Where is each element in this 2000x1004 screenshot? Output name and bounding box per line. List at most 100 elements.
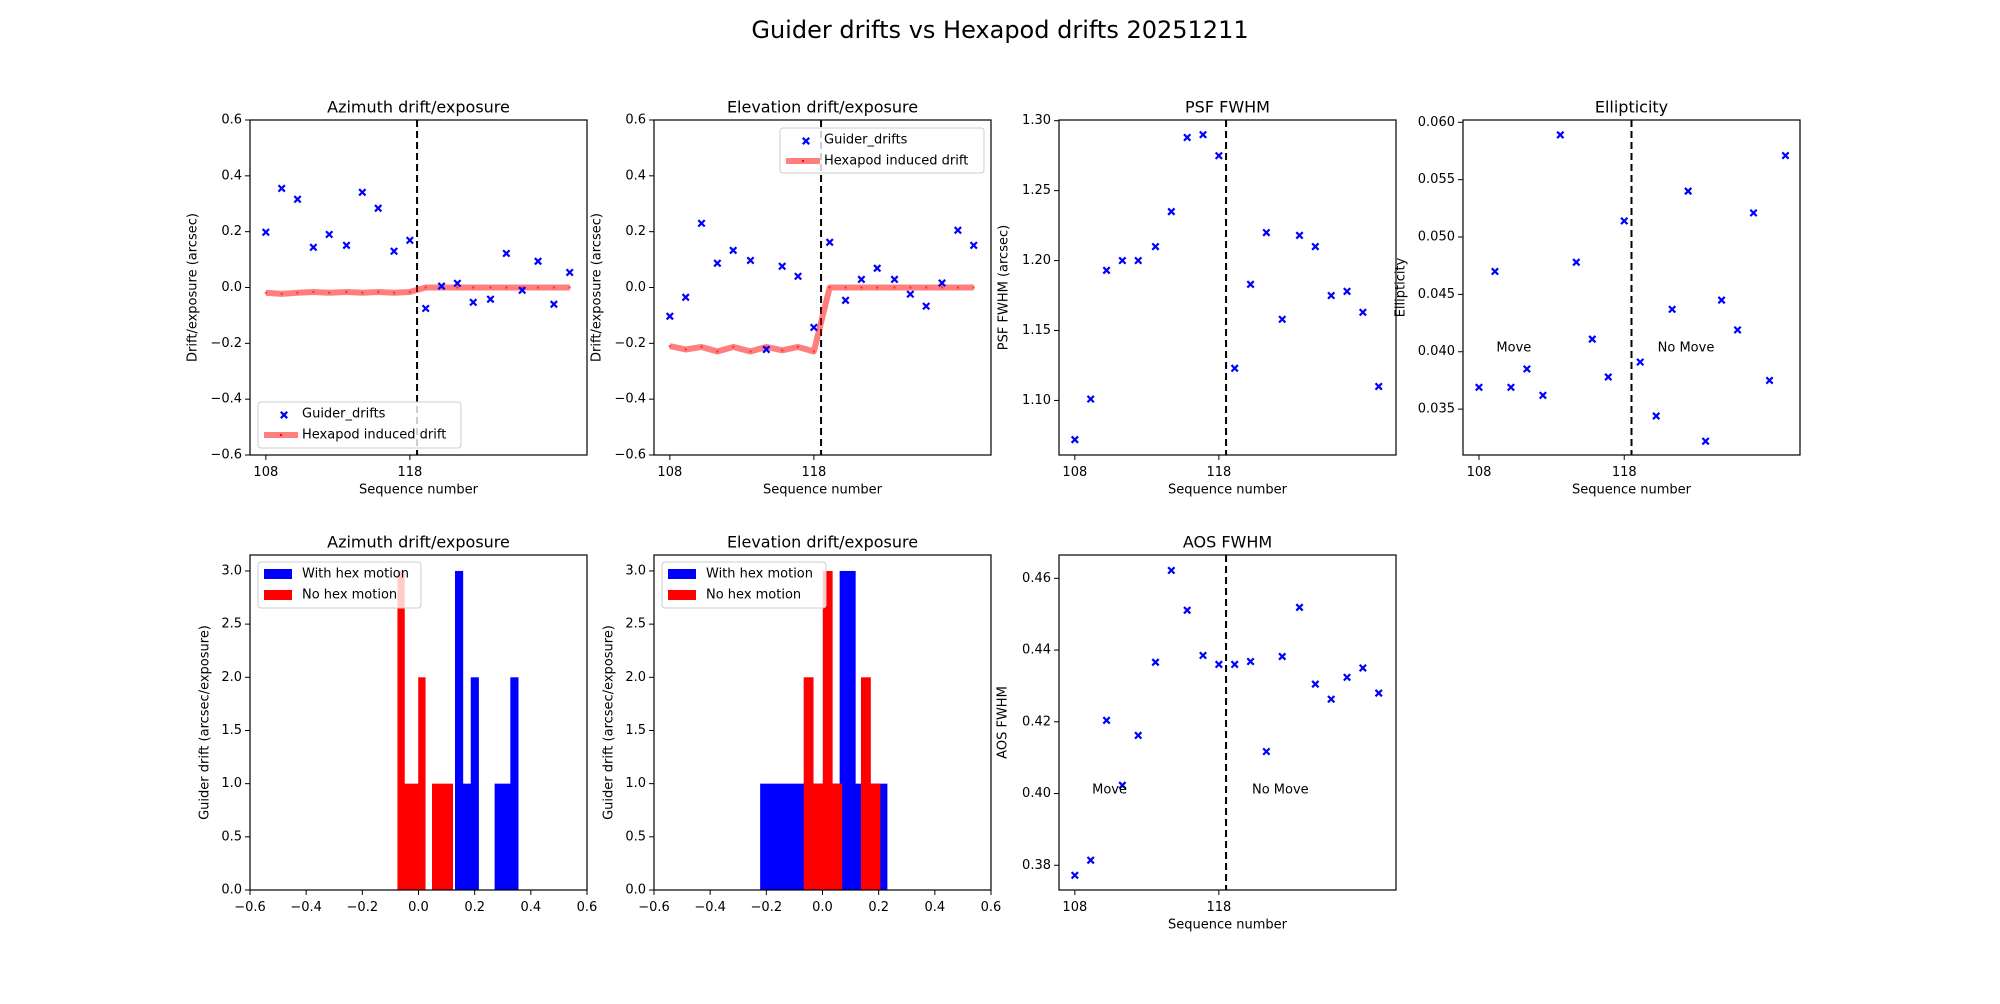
x-tick-label: −0.6 bbox=[234, 900, 266, 915]
data-point bbox=[922, 302, 931, 311]
x-tick-label: 118 bbox=[1206, 465, 1231, 480]
x-axis-label: Sequence number bbox=[359, 483, 479, 498]
data-point bbox=[890, 275, 899, 284]
x-tick-label: 0.4 bbox=[924, 900, 945, 915]
y-tick-label: 0.46 bbox=[1022, 571, 1051, 586]
y-tick-label: −0.6 bbox=[210, 448, 242, 463]
y-tick-label: 2.5 bbox=[221, 617, 242, 632]
hist-bar-no-hex bbox=[445, 783, 454, 890]
legend-line-point bbox=[279, 433, 283, 437]
data-point bbox=[1556, 130, 1565, 139]
legend-label: Guider_drifts bbox=[302, 407, 386, 422]
data-point bbox=[1118, 781, 1127, 790]
legend-marker-x bbox=[802, 137, 810, 145]
x-tick-label: 118 bbox=[1612, 465, 1637, 480]
x-tick-label: 108 bbox=[1062, 900, 1087, 915]
data-point bbox=[1086, 856, 1095, 865]
data-point bbox=[841, 296, 850, 305]
hist-bar-no-hex bbox=[431, 783, 440, 890]
x-axis-label: Sequence number bbox=[1168, 918, 1288, 933]
y-tick-label: 0.050 bbox=[1418, 230, 1455, 245]
x-tick-label: 108 bbox=[657, 465, 682, 480]
data-point bbox=[358, 188, 367, 197]
hexapod-drift-point bbox=[536, 286, 540, 289]
hist-bar-with-hex bbox=[839, 570, 856, 890]
hexapod-drift-point bbox=[749, 350, 752, 353]
data-point bbox=[1311, 680, 1320, 689]
data-point bbox=[1183, 133, 1192, 142]
legend-box bbox=[257, 401, 462, 449]
subplot-title: Elevation drift/exposure bbox=[727, 98, 918, 117]
hexapod-drift-point bbox=[828, 286, 831, 289]
hexapod-drift-point bbox=[296, 291, 299, 295]
y-tick-label: 1.30 bbox=[1022, 113, 1051, 128]
subplot-4: Move No Move 108 118 0.035 0.040 0.045 0.050 0.0… bbox=[1394, 98, 1801, 498]
data-point bbox=[1588, 335, 1597, 344]
hexapod-drift-point bbox=[376, 290, 380, 294]
y-tick-label: 0.40 bbox=[1022, 786, 1051, 801]
hist-bar-no-hex bbox=[832, 783, 843, 890]
data-point bbox=[342, 241, 351, 250]
data-point bbox=[549, 300, 558, 309]
data-point bbox=[713, 259, 722, 268]
x-tick-label: −0.2 bbox=[347, 900, 379, 915]
hexapod-drift-point bbox=[361, 291, 364, 295]
data-point bbox=[1246, 657, 1255, 666]
data-point bbox=[390, 247, 398, 256]
data-point bbox=[857, 275, 866, 284]
y-tick-label: 2.5 bbox=[625, 617, 646, 632]
axes-frame bbox=[1058, 554, 1397, 891]
y-tick-label: 2.0 bbox=[221, 670, 242, 685]
hexapod-drift-point bbox=[505, 286, 508, 289]
y-tick-label: 0.6 bbox=[625, 113, 646, 128]
data-point bbox=[729, 246, 738, 255]
hist-bar-no-hex bbox=[397, 570, 405, 890]
y-tick-label: 0.035 bbox=[1418, 402, 1455, 417]
data-point bbox=[1765, 376, 1774, 385]
hexapod-drift-point bbox=[668, 344, 672, 348]
x-tick-label: 0.0 bbox=[812, 900, 833, 915]
hist-bar-no-hex bbox=[813, 783, 824, 890]
y-tick-label: 0.4 bbox=[625, 168, 646, 183]
y-tick-label: 1.5 bbox=[625, 723, 646, 738]
data-point bbox=[1684, 187, 1693, 196]
data-point bbox=[1262, 747, 1271, 756]
data-point bbox=[421, 304, 430, 313]
data-point bbox=[697, 219, 706, 228]
legend: With hex motion No hex motion bbox=[661, 561, 827, 609]
legend-swatch bbox=[264, 590, 292, 600]
subplot-1: 108 118 −0.6 −0.4 −0.2 0.0 0.2 0.4 0.6 Azimuth dr… bbox=[186, 98, 588, 498]
y-tick-label: 0.2 bbox=[625, 224, 646, 239]
data-point bbox=[374, 204, 383, 213]
legend-label: Guider_drifts bbox=[824, 133, 908, 148]
data-point bbox=[1167, 566, 1176, 575]
y-tick-label: 0.2 bbox=[221, 224, 242, 239]
x-tick-label: 0.2 bbox=[464, 900, 485, 915]
x-axis-label: Sequence number bbox=[763, 483, 883, 498]
annotation-text: No Move bbox=[1252, 783, 1309, 798]
x-tick-label: −0.6 bbox=[638, 900, 670, 915]
y-tick-label: 0.0 bbox=[221, 883, 242, 898]
x-tick-label: 0.0 bbox=[408, 900, 429, 915]
data-point bbox=[1311, 242, 1320, 251]
legend-box bbox=[257, 561, 422, 609]
data-point bbox=[437, 282, 446, 291]
x-tick-label: −0.4 bbox=[290, 900, 322, 915]
x-tick-label: 108 bbox=[253, 465, 278, 480]
data-point bbox=[1278, 652, 1287, 661]
hexapod-drift-point bbox=[568, 286, 571, 289]
data-point bbox=[1652, 412, 1661, 420]
y-tick-label: 0.44 bbox=[1022, 643, 1051, 658]
data-point bbox=[1086, 395, 1095, 404]
subplot-2: 108 118 −0.6 −0.4 −0.2 0.0 0.2 0.4 0.6 Elevation … bbox=[590, 98, 992, 498]
data-point bbox=[1717, 296, 1726, 305]
data-point bbox=[534, 257, 543, 266]
x-tick-label: −0.4 bbox=[694, 900, 726, 915]
annotation-text: Move bbox=[1092, 783, 1127, 798]
data-point bbox=[1118, 256, 1127, 265]
data-point bbox=[1295, 231, 1304, 240]
x-tick-label: −0.2 bbox=[751, 900, 783, 915]
data-point bbox=[1506, 383, 1515, 392]
legend-label: Hexapod induced drift bbox=[302, 428, 446, 443]
